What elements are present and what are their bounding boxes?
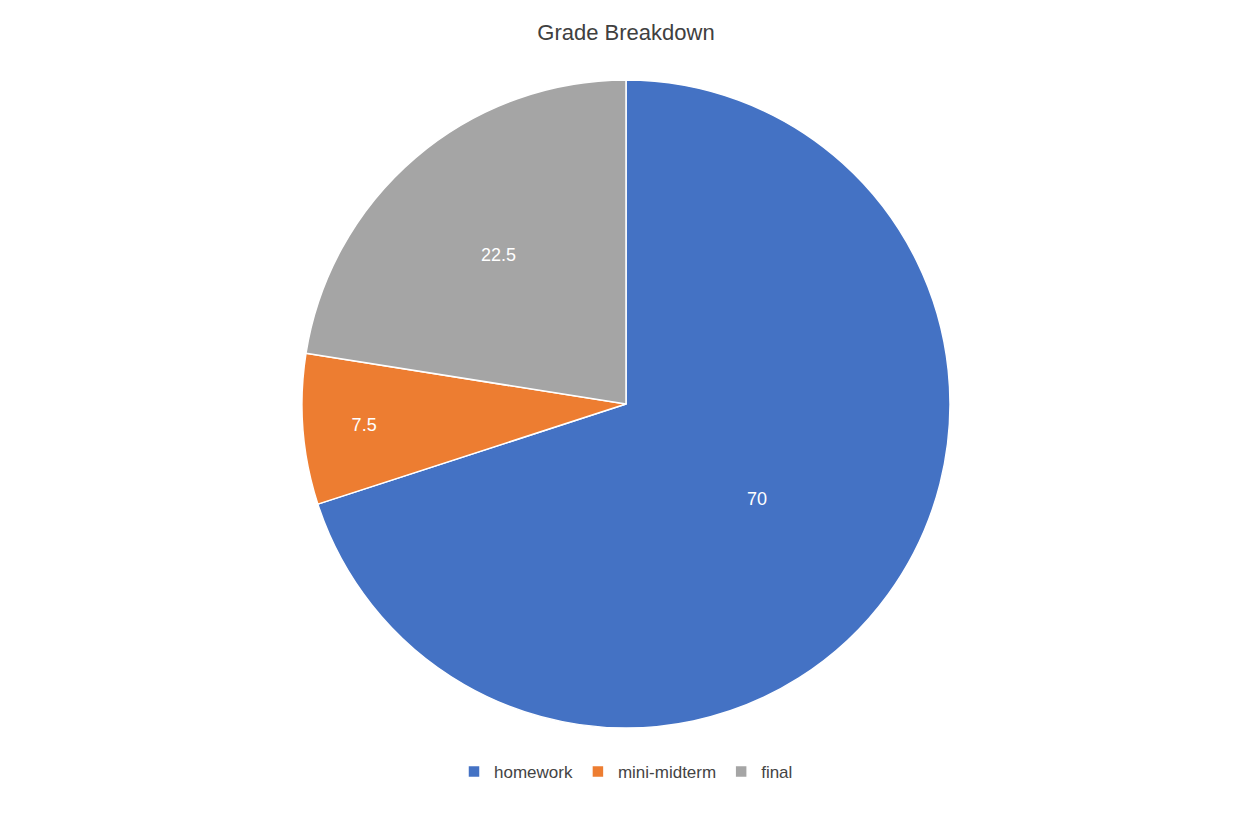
svg-text:7.5: 7.5 [352,415,377,435]
svg-text:mini-midterm: mini-midterm [618,763,716,782]
svg-text:final: final [761,763,792,782]
svg-text:70: 70 [747,489,767,509]
svg-text:Grade Breakdown: Grade Breakdown [537,20,714,45]
svg-text:22.5: 22.5 [481,245,516,265]
svg-text:homework: homework [494,763,573,782]
